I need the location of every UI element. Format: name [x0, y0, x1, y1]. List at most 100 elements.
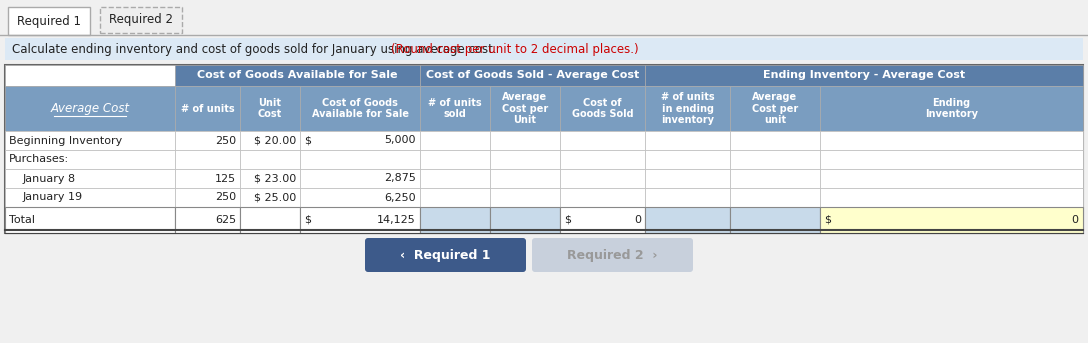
Text: January 19: January 19: [23, 192, 83, 202]
FancyBboxPatch shape: [240, 207, 300, 233]
FancyBboxPatch shape: [8, 7, 90, 35]
FancyBboxPatch shape: [5, 65, 1083, 233]
Text: 2,875: 2,875: [384, 174, 416, 184]
Text: Required 1: Required 1: [17, 14, 81, 27]
Text: $: $: [304, 215, 311, 225]
Text: Cost of
Goods Sold: Cost of Goods Sold: [571, 98, 633, 119]
FancyBboxPatch shape: [645, 207, 730, 233]
FancyBboxPatch shape: [730, 131, 820, 150]
FancyBboxPatch shape: [300, 131, 420, 150]
FancyBboxPatch shape: [240, 169, 300, 188]
FancyBboxPatch shape: [364, 238, 526, 272]
FancyBboxPatch shape: [560, 150, 645, 169]
FancyBboxPatch shape: [730, 86, 820, 131]
FancyBboxPatch shape: [300, 188, 420, 207]
FancyBboxPatch shape: [645, 188, 730, 207]
Text: Cost of Goods Sold - Average Cost: Cost of Goods Sold - Average Cost: [425, 71, 639, 81]
Text: Beginning Inventory: Beginning Inventory: [9, 135, 122, 145]
FancyBboxPatch shape: [300, 86, 420, 131]
FancyBboxPatch shape: [300, 207, 420, 233]
FancyBboxPatch shape: [420, 207, 490, 233]
Text: Average Cost: Average Cost: [50, 102, 129, 115]
Text: Required 2  ›: Required 2 ›: [567, 248, 658, 261]
FancyBboxPatch shape: [100, 7, 182, 33]
Text: Ending
Inventory: Ending Inventory: [925, 98, 978, 119]
Text: Cost of Goods
Available for Sale: Cost of Goods Available for Sale: [311, 98, 408, 119]
FancyBboxPatch shape: [175, 188, 240, 207]
Text: 125: 125: [214, 174, 236, 184]
Text: 0: 0: [1071, 215, 1078, 225]
FancyBboxPatch shape: [645, 65, 1083, 86]
Text: Cost of Goods Available for Sale: Cost of Goods Available for Sale: [197, 71, 398, 81]
Text: 250: 250: [214, 192, 236, 202]
FancyBboxPatch shape: [560, 131, 645, 150]
FancyBboxPatch shape: [420, 86, 490, 131]
FancyBboxPatch shape: [560, 188, 645, 207]
Text: # of units
in ending
inventory: # of units in ending inventory: [660, 92, 715, 125]
FancyBboxPatch shape: [490, 131, 560, 150]
Text: 14,125: 14,125: [378, 215, 416, 225]
FancyBboxPatch shape: [420, 65, 645, 86]
Text: $: $: [304, 135, 311, 145]
Text: 625: 625: [214, 215, 236, 225]
Text: # of units: # of units: [181, 104, 234, 114]
FancyBboxPatch shape: [645, 86, 730, 131]
FancyBboxPatch shape: [820, 86, 1083, 131]
Text: Average
Cost per
Unit: Average Cost per Unit: [502, 92, 548, 125]
FancyBboxPatch shape: [645, 150, 730, 169]
FancyBboxPatch shape: [730, 188, 820, 207]
FancyBboxPatch shape: [820, 188, 1083, 207]
FancyBboxPatch shape: [420, 150, 490, 169]
FancyBboxPatch shape: [240, 150, 300, 169]
FancyBboxPatch shape: [175, 169, 240, 188]
FancyBboxPatch shape: [5, 169, 175, 188]
Text: 5,000: 5,000: [384, 135, 416, 145]
Text: 0: 0: [634, 215, 641, 225]
FancyBboxPatch shape: [820, 169, 1083, 188]
FancyBboxPatch shape: [730, 150, 820, 169]
Text: Unit
Cost: Unit Cost: [258, 98, 282, 119]
FancyBboxPatch shape: [420, 131, 490, 150]
FancyBboxPatch shape: [175, 150, 240, 169]
FancyBboxPatch shape: [490, 169, 560, 188]
Text: # of units
sold: # of units sold: [429, 98, 482, 119]
FancyBboxPatch shape: [300, 150, 420, 169]
FancyBboxPatch shape: [300, 169, 420, 188]
FancyBboxPatch shape: [175, 131, 240, 150]
Text: $ 23.00: $ 23.00: [254, 174, 296, 184]
FancyBboxPatch shape: [560, 86, 645, 131]
Text: $: $: [824, 215, 831, 225]
FancyBboxPatch shape: [820, 207, 1083, 233]
FancyBboxPatch shape: [240, 86, 300, 131]
FancyBboxPatch shape: [5, 65, 175, 86]
FancyBboxPatch shape: [5, 207, 175, 233]
Text: $: $: [564, 215, 571, 225]
Text: (Round cost per unit to 2 decimal places.): (Round cost per unit to 2 decimal places…: [391, 43, 639, 56]
FancyBboxPatch shape: [420, 169, 490, 188]
FancyBboxPatch shape: [175, 65, 420, 86]
Text: 250: 250: [214, 135, 236, 145]
FancyBboxPatch shape: [490, 86, 560, 131]
FancyBboxPatch shape: [175, 86, 240, 131]
FancyBboxPatch shape: [420, 188, 490, 207]
Text: January 8: January 8: [23, 174, 76, 184]
FancyBboxPatch shape: [490, 188, 560, 207]
Text: Required 2: Required 2: [109, 13, 173, 26]
FancyBboxPatch shape: [175, 207, 240, 233]
FancyBboxPatch shape: [730, 207, 820, 233]
Text: Total: Total: [9, 215, 35, 225]
Text: 6,250: 6,250: [384, 192, 416, 202]
FancyBboxPatch shape: [645, 169, 730, 188]
Text: Purchases:: Purchases:: [9, 154, 70, 165]
FancyBboxPatch shape: [5, 150, 175, 169]
FancyBboxPatch shape: [490, 150, 560, 169]
FancyBboxPatch shape: [240, 131, 300, 150]
FancyBboxPatch shape: [5, 38, 1083, 60]
FancyBboxPatch shape: [560, 169, 645, 188]
FancyBboxPatch shape: [532, 238, 693, 272]
FancyBboxPatch shape: [645, 131, 730, 150]
Text: Average
Cost per
unit: Average Cost per unit: [752, 92, 799, 125]
FancyBboxPatch shape: [5, 188, 175, 207]
Text: $ 25.00: $ 25.00: [254, 192, 296, 202]
FancyBboxPatch shape: [560, 207, 645, 233]
